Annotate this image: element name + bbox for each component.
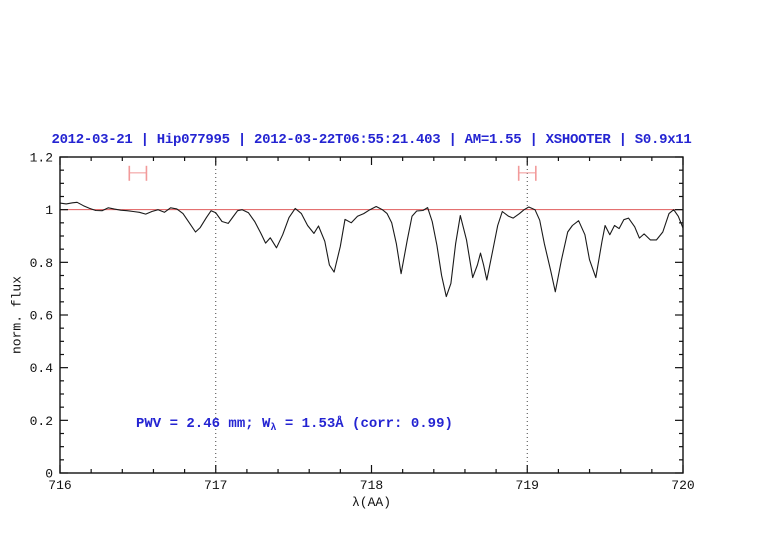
x-tick-label: 716	[48, 478, 71, 493]
y-tick-label: 0.6	[30, 309, 53, 324]
y-tick-label: 1.2	[30, 151, 53, 166]
y-tick-label: 0.4	[30, 361, 54, 376]
y-tick-label: 1	[45, 203, 53, 218]
x-tick-label: 720	[671, 478, 694, 493]
y-axis-label: norm. flux	[9, 275, 25, 355]
x-tick-label: 717	[204, 478, 227, 493]
y-tick-label: 0.2	[30, 414, 53, 429]
plot-title: 2012-03-21 | Hip077995 | 2012-03-22T06:5…	[51, 132, 692, 148]
pwv-annotation: PWV = 2.46 mm; Wλ = 1.53Å (corr: 0.99)	[136, 416, 453, 434]
x-axis-label: λ(AA)	[351, 495, 391, 510]
pwv-annotation-lambda-subscript: λ	[270, 423, 277, 434]
pwv-annotation-suffix: = 1.53Å (corr: 0.99)	[276, 416, 453, 432]
y-tick-label: 0.8	[30, 256, 53, 271]
spectrum-line	[59, 201, 684, 298]
pwv-annotation-prefix: PWV = 2.46 mm; W	[136, 416, 271, 432]
y-tick-label: 0	[45, 467, 53, 482]
x-tick-label: 718	[360, 478, 383, 493]
x-tick-label: 719	[516, 478, 539, 493]
